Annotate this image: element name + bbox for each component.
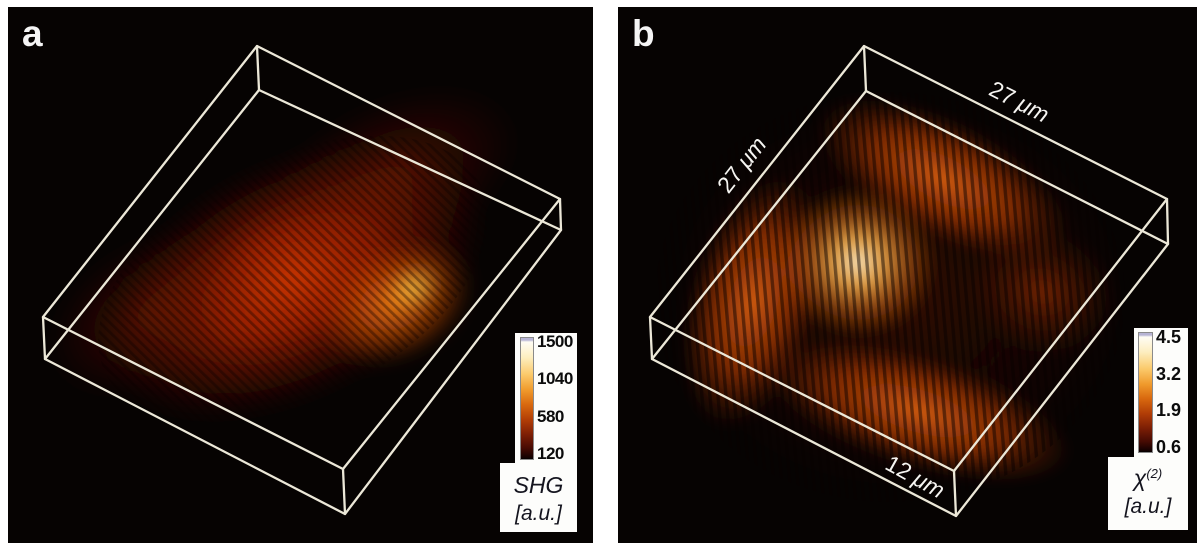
colorbar-a-tick: 1500 — [537, 332, 573, 351]
colorbar-a-tick: 120 — [537, 443, 564, 463]
panel-a: a 1500 1040 580 120 SHG [a.u.] — [8, 7, 593, 543]
chi2-striation-overlay — [655, 92, 1125, 502]
colorbar-b-units: [a.u.] — [1124, 494, 1172, 518]
colorbar-a-units: [a.u.] — [515, 501, 562, 525]
colorbar-a-gradient — [520, 337, 534, 460]
volume-render-a — [41, 44, 563, 516]
sample-box-wireframe-b — [648, 44, 1170, 518]
colorbar-b-tick: 4.5 — [1156, 327, 1182, 347]
colorbar-a-tick: 580 — [537, 406, 564, 426]
colorbar-b-tick: 3.2 — [1156, 363, 1182, 384]
panel-b-label: b — [632, 13, 655, 54]
colorbar-b: 4.5 3.2 1.9 0.6 — [1134, 328, 1188, 457]
volume-render-b — [648, 44, 1170, 518]
colorbar-a-title-box: SHG [a.u.] — [500, 463, 577, 532]
colorbar-a-ticks: 1500 1040 580 120 — [537, 333, 576, 462]
colorbar-b-tick: 0.6 — [1156, 436, 1182, 457]
colorbar-b-title-box: χ(2) [a.u.] — [1108, 457, 1188, 530]
colorbar-a-quantity: SHG — [513, 472, 564, 498]
colorbar-b-gradient — [1138, 332, 1153, 453]
shg-striation-overlay — [98, 135, 488, 423]
panel-b: b 27μm 27μm 12μm 4.5 3.2 1.9 0.6 χ(2) — [618, 7, 1197, 543]
colorbar-a-tick: 1040 — [537, 369, 573, 389]
colorbar-b-quantity: χ(2) — [1133, 465, 1163, 491]
panel-a-label: a — [22, 13, 43, 54]
colorbar-b-ticks: 4.5 3.2 1.9 0.6 — [1156, 328, 1188, 456]
colorbar-a: 1500 1040 580 120 — [515, 333, 577, 463]
sample-box-wireframe-a — [41, 44, 563, 516]
colorbar-b-tick: 1.9 — [1156, 400, 1182, 421]
